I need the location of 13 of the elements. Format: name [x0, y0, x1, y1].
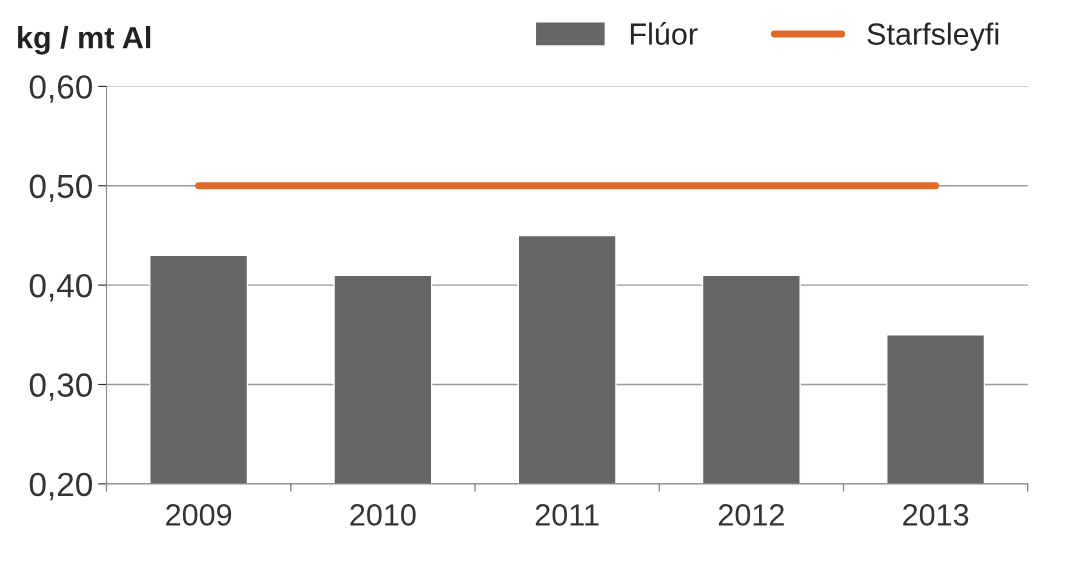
- legend-label: Flúor: [630, 22, 698, 45]
- y-tick-label: 0,30: [29, 373, 93, 401]
- x-tick-label: 2009: [166, 504, 232, 526]
- y-axis-title: kg / mt Al: [18, 26, 151, 55]
- x-tick-label: 2010: [350, 504, 416, 526]
- y-tick-label: 0,20: [29, 472, 93, 501]
- x-tick-label: 2011: [535, 504, 599, 526]
- x-tick-label: 2012: [718, 504, 784, 526]
- x-tick-label: 2013: [903, 504, 969, 526]
- y-tick-label: 0,60: [29, 75, 93, 103]
- y-tick-label: 0,50: [29, 174, 93, 203]
- y-tick-label: 0,40: [29, 273, 93, 302]
- legend-label: Starfsleyfi: [867, 22, 999, 51]
